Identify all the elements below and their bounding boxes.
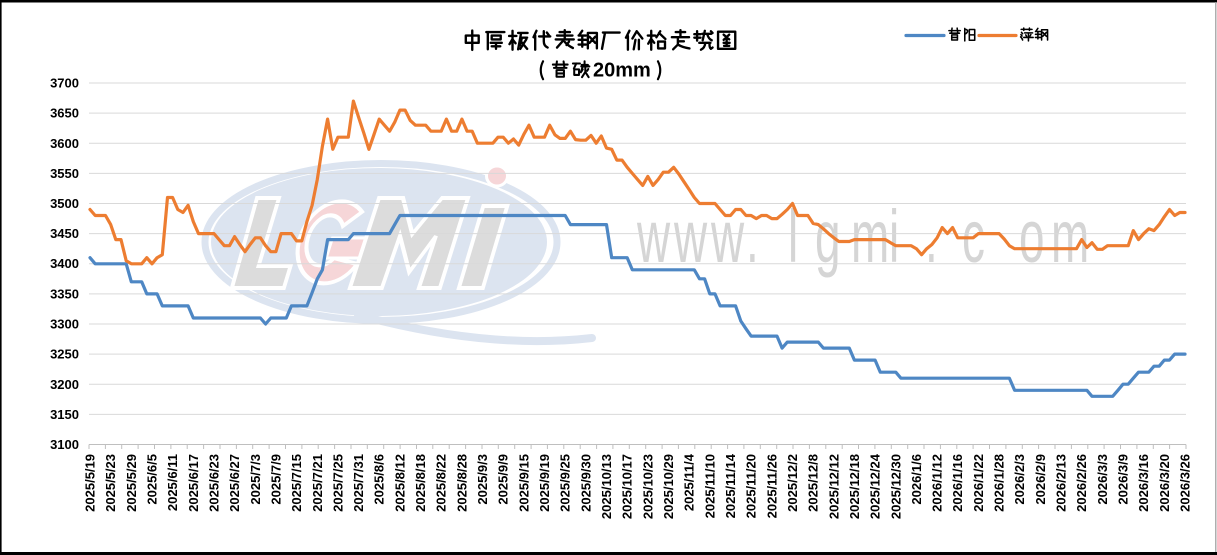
svg-text:2026/1/16: 2026/1/16 [950, 454, 965, 512]
svg-text:2025/11/20: 2025/11/20 [744, 454, 759, 518]
svg-text:2025/8/12: 2025/8/12 [392, 454, 407, 512]
svg-text:2025/10/29: 2025/10/29 [661, 454, 676, 519]
svg-text:2025/5/23: 2025/5/23 [103, 454, 118, 512]
svg-text:2025/6/23: 2025/6/23 [207, 454, 222, 512]
svg-text:i: i [889, 196, 899, 279]
svg-text:3300: 3300 [50, 317, 79, 332]
svg-text:g: g [815, 196, 841, 279]
svg-text:3150: 3150 [50, 407, 79, 422]
svg-text:2025/9/3: 2025/9/3 [475, 454, 490, 505]
svg-text:3550: 3550 [50, 166, 79, 181]
svg-text:2025/5/29: 2025/5/29 [124, 454, 139, 512]
svg-text:2025/6/27: 2025/6/27 [227, 454, 242, 512]
svg-text:20mm: 20mm [593, 60, 651, 82]
svg-text:2026/3/26: 2026/3/26 [1178, 454, 1193, 512]
svg-text:2025/10/13: 2025/10/13 [599, 454, 614, 519]
svg-text:2026/3/3: 2026/3/3 [1095, 454, 1110, 505]
svg-text:2026/2/3: 2026/2/3 [1012, 454, 1027, 505]
svg-text:2025/12/12: 2025/12/12 [826, 454, 841, 519]
svg-text:w: w [636, 196, 670, 279]
svg-text:2025/9/15: 2025/9/15 [516, 454, 531, 512]
svg-text:3100: 3100 [50, 437, 79, 452]
svg-text:2025/7/15: 2025/7/15 [289, 454, 304, 512]
svg-text:2025/7/31: 2025/7/31 [351, 454, 366, 512]
svg-text:2025/8/6: 2025/8/6 [372, 454, 387, 505]
svg-text:2025/9/9: 2025/9/9 [496, 454, 511, 505]
svg-text:2025/12/24: 2025/12/24 [868, 453, 883, 519]
svg-text:2025/6/17: 2025/6/17 [186, 454, 201, 512]
svg-text:2025/12/2: 2025/12/2 [785, 454, 800, 512]
svg-text:2025/7/25: 2025/7/25 [330, 454, 345, 512]
svg-text:2025/8/28: 2025/8/28 [454, 454, 469, 512]
svg-text:2025/8/18: 2025/8/18 [413, 454, 428, 512]
svg-text:2026/1/28: 2026/1/28 [992, 454, 1007, 512]
svg-text:2025/9/19: 2025/9/19 [537, 454, 552, 512]
svg-text:2025/11/4: 2025/11/4 [682, 453, 697, 511]
svg-text:2026/1/22: 2026/1/22 [971, 454, 986, 512]
svg-text:2025/12/18: 2025/12/18 [847, 454, 862, 519]
svg-text:l: l [788, 196, 798, 279]
svg-text:3450: 3450 [50, 226, 79, 241]
svg-text:2026/2/13: 2026/2/13 [1054, 454, 1069, 512]
svg-text:2026/3/9: 2026/3/9 [1116, 454, 1131, 505]
svg-text:2026/2/9: 2026/2/9 [1033, 454, 1048, 505]
svg-text:3350: 3350 [50, 286, 79, 301]
svg-text:m: m [1051, 196, 1089, 279]
svg-text:2026/3/20: 2026/3/20 [1157, 454, 1172, 512]
svg-text:2025/8/22: 2025/8/22 [434, 454, 449, 512]
svg-text:2025/10/17: 2025/10/17 [620, 454, 635, 519]
svg-text:3650: 3650 [50, 106, 79, 121]
svg-text:.: . [925, 196, 938, 279]
svg-text:2025/12/8: 2025/12/8 [806, 454, 821, 512]
svg-text:2025/5/19: 2025/5/19 [83, 454, 98, 512]
svg-text:m: m [851, 196, 889, 279]
svg-text:2025/11/10: 2025/11/10 [702, 454, 717, 518]
svg-text:2026/1/6: 2026/1/6 [909, 454, 924, 505]
svg-text:w: w [673, 196, 707, 279]
svg-text:2025/9/25: 2025/9/25 [558, 454, 573, 512]
svg-text:2025/7/9: 2025/7/9 [268, 454, 283, 505]
svg-text:2025/7/3: 2025/7/3 [248, 454, 263, 505]
svg-text:2025/12/30: 2025/12/30 [888, 454, 903, 519]
svg-text:2025/7/21: 2025/7/21 [310, 454, 325, 512]
svg-text:3500: 3500 [50, 196, 79, 211]
svg-text:2026/1/12: 2026/1/12 [930, 454, 945, 512]
svg-text:2025/11/26: 2025/11/26 [764, 454, 779, 518]
svg-text:2026/3/16: 2026/3/16 [1136, 454, 1151, 512]
svg-text:2025/9/30: 2025/9/30 [578, 454, 593, 512]
svg-text:3250: 3250 [50, 347, 79, 362]
svg-text:2025/6/5: 2025/6/5 [145, 454, 160, 505]
svg-text:3200: 3200 [50, 377, 79, 392]
svg-text:3700: 3700 [50, 76, 79, 91]
svg-text:2025/10/23: 2025/10/23 [640, 454, 655, 519]
svg-text:2026/2/26: 2026/2/26 [1074, 454, 1089, 512]
svg-text:2025/11/14: 2025/11/14 [723, 453, 738, 518]
svg-text:.: . [746, 196, 759, 279]
svg-text:3600: 3600 [50, 136, 79, 151]
svg-text:3400: 3400 [50, 256, 79, 271]
svg-text:o: o [1019, 196, 1045, 279]
svg-text:2025/6/11: 2025/6/11 [165, 454, 180, 511]
